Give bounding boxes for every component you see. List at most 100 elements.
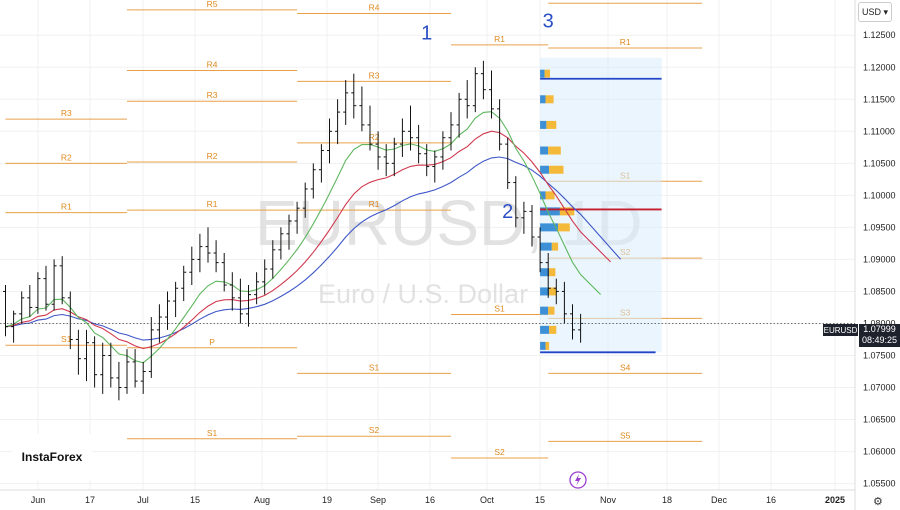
wave-labels: 1 2 3 xyxy=(421,11,554,223)
y-tick-label: 1.12500 xyxy=(863,30,896,40)
volume-buy-bar xyxy=(540,242,552,251)
last-price: 1.07999 xyxy=(863,324,896,334)
volume-profile xyxy=(540,57,662,354)
pivot-label: R1 xyxy=(61,202,72,212)
watermark-description: Euro / U.S. Dollar xyxy=(318,279,528,309)
pivot-label: S1 xyxy=(207,428,218,438)
pivot-label: S2 xyxy=(494,447,505,457)
pivot-label: R3 xyxy=(61,108,72,118)
volume-sell-bar xyxy=(558,223,570,232)
volume-buy-bar xyxy=(540,120,547,129)
volume-buy-bar xyxy=(540,146,549,155)
volume-sell-bar xyxy=(549,287,557,296)
volume-buy-bar xyxy=(540,191,546,200)
y-tick-label: 1.10000 xyxy=(863,190,896,200)
volume-sell-bar xyxy=(546,120,557,129)
volume-buy-bar xyxy=(540,223,559,232)
volume-sell-bar xyxy=(544,69,550,78)
brand-name: InstaForex xyxy=(21,450,83,464)
x-tick-label: Nov xyxy=(600,495,617,505)
price-bars xyxy=(3,60,584,401)
brand-logo: InstaForex xyxy=(12,434,92,480)
pivot-label: R5 xyxy=(207,0,218,9)
pivot-levels: R5 R4 R3 R2 R1 S1 R4 R3 R2 R1 P S1 R3 R2 R1 S1 S2 R1 S1 S2 R… xyxy=(5,0,703,459)
y-tick-label: 1.05500 xyxy=(863,479,896,489)
y-tick-label: 1.08000 xyxy=(863,318,896,328)
pivot-label: R3 xyxy=(207,90,218,100)
x-tick-label: 17 xyxy=(85,495,95,505)
pivot-label: R1 xyxy=(369,199,380,209)
pivot-label: R2 xyxy=(207,151,218,161)
y-tick-label: 1.07000 xyxy=(863,383,896,393)
pivot-label: R1 xyxy=(207,199,218,209)
pivot-label: S5 xyxy=(620,430,631,440)
volume-buy-bar xyxy=(540,69,545,78)
wave-label: 2 xyxy=(502,201,513,223)
moving-average-line xyxy=(5,156,622,341)
volume-buy-bar xyxy=(540,165,550,174)
value-area xyxy=(540,57,662,353)
pivot-label: R3 xyxy=(369,70,380,80)
y-tick-label: 1.11000 xyxy=(863,126,895,136)
pivot-label: R1 xyxy=(494,34,505,44)
y-tick-label: 1.06500 xyxy=(863,415,896,425)
volume-sell-bar xyxy=(548,306,555,315)
x-tick-label: 15 xyxy=(190,495,200,505)
pivot-label: S2 xyxy=(369,425,380,435)
pivot-label: R4 xyxy=(369,2,380,12)
wave-label: 3 xyxy=(543,11,554,33)
volume-sell-bar xyxy=(549,165,564,174)
volume-sell-bar xyxy=(549,325,557,334)
pivot-label: P xyxy=(209,337,215,347)
x-tick-label: Sep xyxy=(370,495,386,505)
x-tick-label: Jul xyxy=(137,495,149,505)
volume-sell-bar xyxy=(549,268,556,277)
pivot-label: R2 xyxy=(61,152,72,162)
x-tick-label: 2025 xyxy=(825,495,845,505)
volume-buy-bar xyxy=(540,287,550,296)
y-tick-label: 1.09500 xyxy=(863,222,896,232)
y-tick-label: 1.09000 xyxy=(863,254,896,264)
pivot-label: R2 xyxy=(369,132,380,142)
x-tick-label: Jun xyxy=(31,495,46,505)
currency-selector[interactable]: USD ▾ xyxy=(858,2,892,22)
volume-sell-bar xyxy=(548,146,561,155)
pivot-label: S1 xyxy=(369,362,380,372)
gear-icon[interactable]: ⚙ xyxy=(873,496,883,508)
pivot-label: R1 xyxy=(620,37,631,47)
y-tick-label: 1.10500 xyxy=(863,158,896,168)
y-tick-label: 1.12000 xyxy=(863,62,896,72)
y-tick-label: 1.07500 xyxy=(863,350,896,360)
x-tick-label: Dec xyxy=(711,495,728,505)
volume-buy-bar xyxy=(540,268,550,277)
symbol-tag: EURUSD xyxy=(823,324,858,336)
volume-buy-bar xyxy=(540,207,560,216)
lightning-icon[interactable] xyxy=(569,471,587,489)
y-tick-label: 1.06000 xyxy=(863,447,896,457)
pivot-label: S1 xyxy=(61,334,72,344)
volume-sell-bar xyxy=(559,207,575,216)
x-tick-label: 16 xyxy=(766,495,776,505)
pivot-label: S1 xyxy=(494,303,505,313)
moving-average-line xyxy=(5,130,611,350)
x-tick-label: Oct xyxy=(480,495,495,505)
last-price-tag: 1.07999 08:49:25 xyxy=(859,324,900,347)
volume-buy-bar xyxy=(540,95,546,104)
x-tick-label: 18 xyxy=(662,495,672,505)
volume-sell-bar xyxy=(551,242,559,251)
wave-label: 1 xyxy=(421,23,432,45)
y-tick-label: 1.08500 xyxy=(863,286,896,296)
pivot-label: R4 xyxy=(207,59,218,69)
currency-label: USD xyxy=(861,7,881,17)
x-tick-label: 19 xyxy=(322,495,332,505)
volume-buy-bar xyxy=(540,341,546,350)
volume-sell-bar xyxy=(545,341,550,350)
volume-buy-bar xyxy=(540,306,549,315)
x-tick-label: 15 xyxy=(535,495,545,505)
volume-buy-bar xyxy=(540,325,550,334)
volume-sell-bar xyxy=(545,191,555,200)
y-tick-label: 1.11500 xyxy=(863,94,895,104)
pivot-label: S4 xyxy=(620,362,631,372)
